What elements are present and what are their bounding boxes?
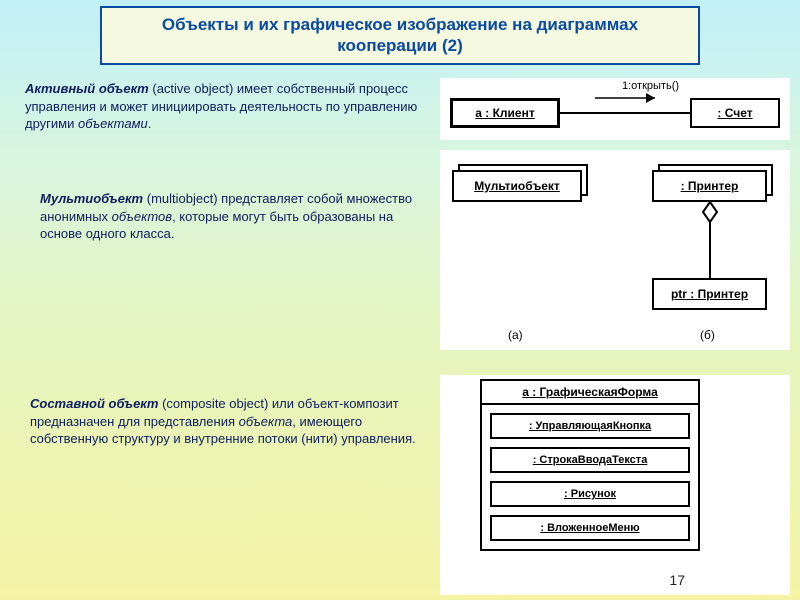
slide-title-text: Объекты и их графическое изображение на … xyxy=(162,15,638,55)
uml-composite-body: : УправляющаяКнопка : СтрокаВводаТекста … xyxy=(482,405,698,549)
slide-title: Объекты и их графическое изображение на … xyxy=(100,6,700,65)
diagram-active-object: а : Клиент : Счет 1:открыть() xyxy=(440,78,790,140)
obj-word-3: объекта xyxy=(239,414,293,429)
arrow-svg-1 xyxy=(440,78,790,140)
comp-item-3: : ВложенноеМеню xyxy=(490,515,690,541)
eng-active: (active object) xyxy=(152,81,233,96)
obj-word-2: объектов xyxy=(112,209,172,224)
obj-word-1: объектами xyxy=(78,116,148,131)
term-multi: Мультиобъект xyxy=(40,191,143,206)
eng-multi: (multiobject) xyxy=(147,191,218,206)
page-number: 17 xyxy=(669,572,685,588)
comp-item-2-label: : Рисунок xyxy=(564,488,616,500)
uml-composite-outer: а : ГрафическаяФорма : УправляющаяКнопка… xyxy=(480,379,700,551)
caption-b: (б) xyxy=(700,328,715,342)
caption-a: (а) xyxy=(508,328,523,342)
comp-item-1-label: : СтрокаВводаТекста xyxy=(533,454,648,466)
comp-item-0-label: : УправляющаяКнопка xyxy=(529,420,651,432)
diagram-composite-object: а : ГрафическаяФорма : УправляющаяКнопка… xyxy=(440,375,790,595)
txt-active-tail: . xyxy=(148,116,152,131)
uml-composite-title: а : ГрафическаяФорма xyxy=(482,381,698,405)
eng-comp: (composite object) xyxy=(162,396,268,411)
para-active-object: Активный объект (active object) имеет со… xyxy=(25,80,425,133)
para-composite-object: Составной объект (composite object) или … xyxy=(30,395,430,448)
comp-item-2: : Рисунок xyxy=(490,481,690,507)
comp-item-1: : СтрокаВводаТекста xyxy=(490,447,690,473)
term-comp: Составной объект xyxy=(30,396,158,411)
diagram-multiobject: Мультиобъект : Принтер ptr : Принтер (а)… xyxy=(440,150,790,350)
term-active: Активный объект xyxy=(25,81,149,96)
diamond-link-svg xyxy=(440,150,790,350)
comp-item-3-label: : ВложенноеМеню xyxy=(540,522,639,534)
uml-composite-title-text: а : ГрафическаяФорма xyxy=(522,385,658,399)
para-multiobject: Мультиобъект (multiobject) представляет … xyxy=(40,190,420,243)
comp-item-0: : УправляющаяКнопка xyxy=(490,413,690,439)
